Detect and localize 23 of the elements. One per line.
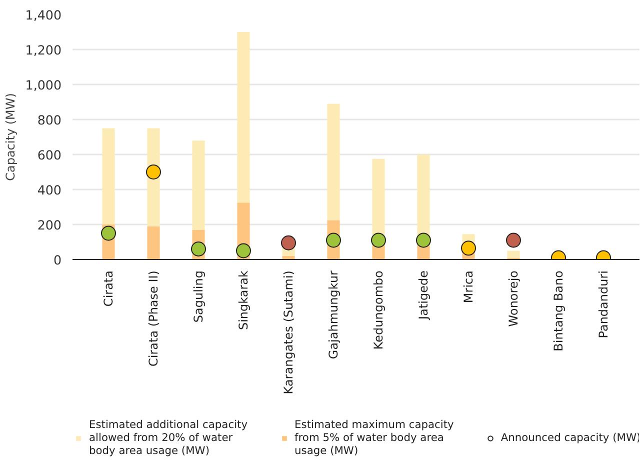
- x-tick-label: Karangates (Sutami): [282, 270, 296, 394]
- x-tick-label: Gajahmungkur: [326, 270, 340, 360]
- legend-label: Estimated maximum capacity from 5% of water body area usage (MW): [294, 418, 454, 457]
- x-tick-label: Jatigede: [416, 270, 430, 320]
- x-tick-label: Singkarak: [236, 270, 250, 330]
- x-tick-label: Cirata (Phase II): [146, 270, 160, 366]
- legend-label: Estimated additional capacity allowed from 20% of water body area usage (MW): [89, 418, 248, 457]
- y-tick-label: 800: [37, 112, 62, 128]
- y-tick-label: 1,000: [25, 78, 62, 92]
- y-tick-label: 200: [37, 218, 62, 232]
- y-axis-title: Capacity (MW): [3, 93, 18, 181]
- x-tick-label: Cirata: [102, 270, 116, 307]
- y-tick-label: 1,200: [25, 42, 62, 58]
- x-tick-label: Wonorejo: [506, 270, 520, 327]
- x-tick-label: Mrica: [462, 270, 476, 304]
- x-tick-label: Saguling: [192, 270, 206, 323]
- y-tick-label: 600: [37, 148, 62, 162]
- y-tick-label: 1,400: [25, 8, 62, 22]
- y-tick-label: 400: [37, 182, 62, 198]
- x-tick-label: Pandanduri: [596, 270, 610, 338]
- x-tick-label: Bintang Bano: [552, 270, 566, 352]
- y-tick-label: 0: [53, 252, 62, 268]
- x-tick-label: Kedungombo: [372, 270, 386, 350]
